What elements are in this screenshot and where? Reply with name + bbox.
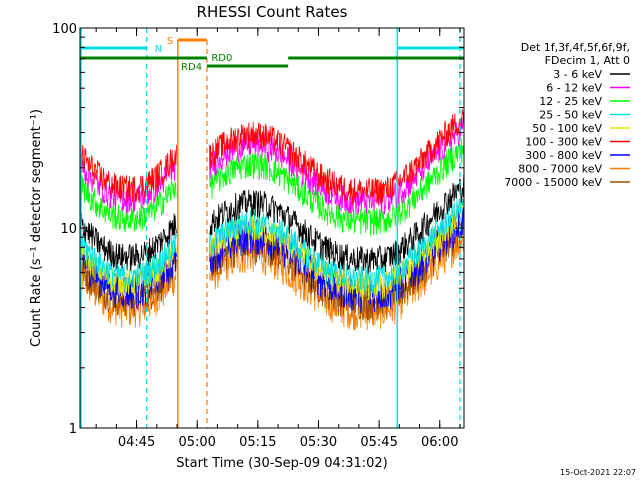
y-tick-label: 100: [52, 22, 77, 37]
legend-label: 800 - 7000 keV: [518, 163, 602, 176]
series-line: [79, 109, 465, 205]
legend-label: 3 - 6 keV: [553, 68, 602, 81]
marker-layer: NS RD4 RD0: [80, 28, 464, 428]
annotation-rd4: RD4: [181, 62, 202, 73]
x-tick-label: 05:45: [360, 435, 397, 450]
x-axis-label: Start Time (30-Sep-09 04:31:02): [176, 456, 387, 471]
date-stamp: 15-Oct-2021 22:07: [560, 468, 636, 477]
x-tick-label: 05:15: [239, 435, 276, 450]
series-line: [79, 174, 465, 274]
y-axis-label: Count Rate (s⁻¹ detector segment⁻¹): [29, 109, 44, 347]
legend-label: 25 - 50 keV: [539, 109, 602, 122]
legend: Det 1f,3f,4f,5f,6f,9f, FDecim 1, Att 0 3…: [504, 41, 630, 189]
x-tick-label: 05:00: [178, 435, 215, 450]
legend-label: 100 - 300 keV: [525, 136, 602, 149]
x-tick-label: 04:45: [118, 435, 155, 450]
legend-label: 50 - 100 keV: [532, 122, 602, 135]
annotation-rd0: RD0: [211, 53, 232, 64]
legend-label: 7000 - 15000 keV: [504, 176, 602, 189]
legend-label: 300 - 800 keV: [525, 149, 602, 162]
legend-header-line-1: Det 1f,3f,4f,5f,6f,9f,: [521, 41, 630, 54]
series-layer: [79, 109, 465, 331]
x-tick-label: 05:30: [300, 435, 337, 450]
legend-label: 6 - 12 keV: [546, 82, 602, 95]
tick-layer: 04:45 05:00 05:15 05:30 05:45 06:00 1 10 100: [52, 22, 464, 450]
y-tick-label: 1: [69, 422, 77, 437]
annotation-n: N: [155, 44, 162, 55]
legend-header-line-2: FDecim 1, Att 0: [545, 54, 630, 67]
annotation-s: S: [167, 36, 173, 47]
chart-title: RHESSI Count Rates: [197, 3, 348, 21]
legend-label: 12 - 25 keV: [539, 95, 602, 108]
y-tick-label: 10: [60, 222, 77, 237]
series-line: [79, 196, 464, 294]
x-tick-label: 06:00: [421, 435, 458, 450]
